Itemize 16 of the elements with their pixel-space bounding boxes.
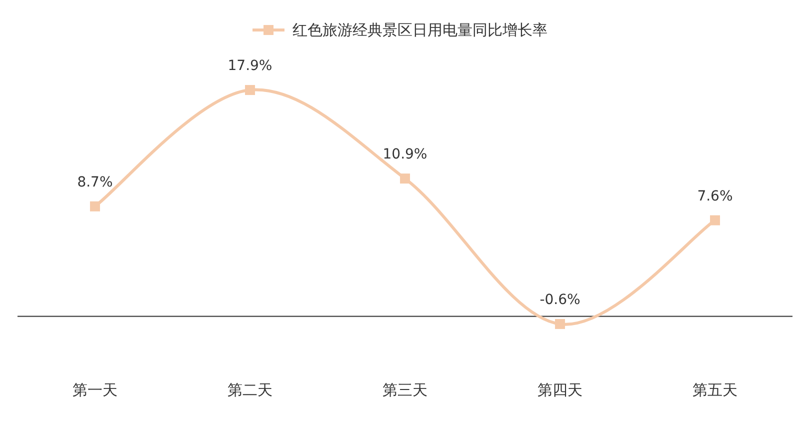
x-tick-label: 第二天 [228, 381, 272, 399]
data-label: 7.6% [697, 188, 733, 204]
x-tick-label: 第三天 [382, 381, 428, 399]
point [90, 201, 100, 212]
point [555, 319, 565, 329]
data-label: -0.6% [540, 292, 580, 308]
data-label: 17.9% [228, 58, 272, 74]
data-label: 8.7% [77, 174, 113, 190]
legend-label: 红色旅游经典景区日用电量同比增长率 [292, 21, 548, 39]
point [245, 85, 255, 95]
x-tick-label: 第四天 [538, 381, 582, 399]
point [710, 215, 720, 226]
x-tick-label: 第一天 [72, 381, 118, 399]
x-tick-label: 第五天 [692, 381, 738, 399]
data-label: 10.9% [382, 146, 428, 163]
point [400, 174, 410, 184]
